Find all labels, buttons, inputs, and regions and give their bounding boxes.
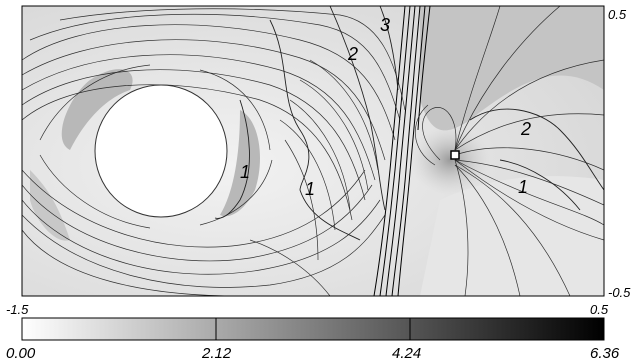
contour-label: 1 — [305, 179, 315, 199]
colorbar-tick: 2.12 — [201, 345, 232, 362]
right-streamlines — [415, 6, 604, 296]
colorbar-tick: 4.24 — [392, 345, 421, 362]
colorbar-tick: 0.00 — [6, 345, 36, 362]
colorbar-tick: 6.36 — [590, 345, 620, 362]
y-min-label: -0.5 — [608, 285, 631, 300]
contour-lines — [214, 6, 604, 241]
contour-label: 1 — [240, 162, 250, 182]
cylinder — [94, 84, 228, 218]
contour-label: 3 — [380, 15, 390, 35]
wake-region — [410, 125, 490, 195]
contour-1-right — [499, 159, 581, 211]
contour-2-right — [469, 108, 604, 191]
contour-1-left — [214, 99, 250, 219]
streamlines — [22, 8, 406, 296]
y-max-label: 0.5 — [608, 7, 627, 22]
colorbar: 0.00 2.12 4.24 6.36 — [6, 317, 620, 362]
contour-label: 1 — [518, 177, 528, 197]
contour-label: 2 — [347, 44, 358, 64]
contour-label: 2 — [520, 119, 531, 139]
shaded-blob-left — [61, 69, 133, 150]
x-min-label: -1.5 — [6, 302, 29, 317]
small-body — [450, 150, 460, 160]
shaded-region-upper-right — [420, 6, 604, 131]
shaded-blob-right — [220, 110, 260, 217]
plot-frame — [21, 5, 605, 297]
shaded-region-lower-right — [420, 176, 604, 296]
colorbar-gradient — [21, 317, 605, 341]
x-max-label: 0.5 — [590, 302, 609, 317]
shock-band — [373, 6, 431, 296]
plot-area — [22, 6, 604, 296]
contour-1-mid — [269, 19, 361, 241]
contour-2-upper — [329, 6, 386, 211]
contour-3 — [379, 6, 399, 91]
